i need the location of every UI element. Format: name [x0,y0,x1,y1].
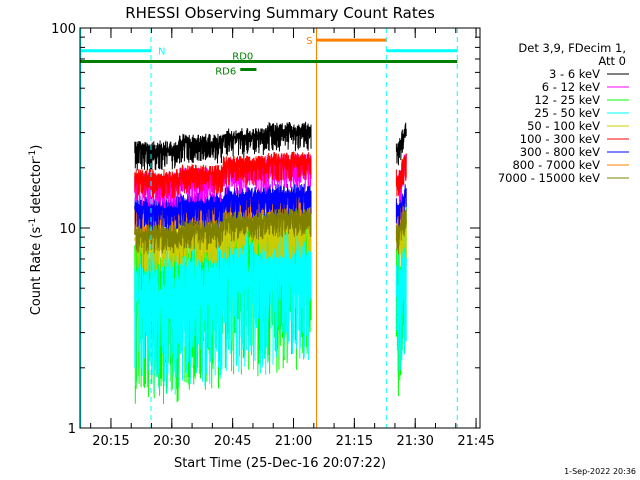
legend-label-5: 50 - 100 keV [527,119,600,133]
y-tick-label-2: 10 [59,222,76,237]
series-trace-7-segment-1 [134,183,312,232]
y-tick-label-3: 100 [51,22,76,37]
legend-label-4: 25 - 50 keV [534,106,600,120]
y-tick-label-1: 1 [68,422,76,437]
marker-label-5: RD6 [215,67,236,78]
marker-label-1: N [158,47,165,58]
x-tick-label-3: 20:45 [214,434,251,449]
series-trace-9-segment-2 [395,208,407,255]
x-tick-label-7: 21:45 [457,434,494,449]
axis-layer: 20:15 20:30 20:45 21:00 21:15 21:30 21:45 1 10 10… [51,22,495,449]
series-trace-1-segment-1 [134,121,312,171]
legend-header-2: Att 0 [598,54,626,68]
series-trace-9-segment-1 [134,207,312,255]
chart-title: RHESSI Observing Summary Count Rates [125,4,435,22]
legend-label-8: 800 - 7000 keV [512,158,600,172]
x-tick-label-4: 21:00 [275,434,312,449]
legend-label-7: 300 - 800 keV [520,145,600,159]
x-tick-label-1: 20:15 [92,434,129,449]
legend-label-9: 7000 - 15000 keV [498,171,600,185]
legend-label-6: 100 - 300 keV [520,132,600,146]
marker-label-3: S [306,36,312,47]
series-trace-1-segment-2 [395,122,407,166]
legend-label-3: 12 - 25 keV [534,93,600,107]
legend-label-1: 3 - 6 keV [549,67,600,81]
x-tick-label-5: 21:15 [336,434,373,449]
y-axis-label: Count Rate (s-1 detector-1) [28,145,44,316]
x-tick-label-6: 21:30 [396,434,433,449]
x-tick-label-2: 20:30 [153,434,190,449]
marker-layer: N S RD0 RD6 [80,28,458,428]
timestamp: 1-Sep-2022 20:36 [564,467,636,476]
series-trace-6-segment-1 [134,151,312,199]
series-trace-6-segment-2 [395,153,407,197]
legend-header-1: Det 3,9, FDecim 1, [518,41,626,55]
x-axis-label: Start Time (25-Dec-16 20:07:22) [174,456,386,471]
series-trace-4-segment-2 [395,219,407,373]
marker-label-4: RD0 [232,51,253,62]
legend-label-2: 6 - 12 keV [542,80,600,94]
data-layer [134,121,407,405]
